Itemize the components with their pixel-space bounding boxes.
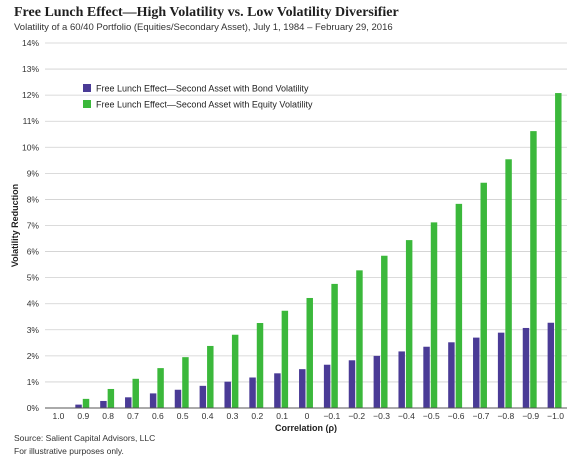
bar-equity [505, 159, 512, 408]
x-tick-label: 0.3 [227, 411, 239, 421]
bar-bond [522, 327, 530, 408]
x-tick-label: 0.9 [77, 411, 89, 421]
x-tick-label: −0.1 [323, 411, 340, 421]
chart-subtitle: Volatility of a 60/40 Portfolio (Equitie… [14, 22, 393, 33]
x-tick-label: 0.2 [251, 411, 263, 421]
bar-equity [430, 222, 438, 408]
disclaimer-note: For illustrative purposes only. [14, 446, 124, 456]
bar-equity [405, 240, 413, 408]
bar-bond [224, 381, 231, 408]
x-axis-title: Correlation (ρ) [275, 423, 337, 433]
bar-equity [530, 131, 537, 408]
axes: 0% 1% 2% 3% 4% 5% 6% 7% 8% 9% 10% 11% 12% 13% 14% 1.0 0.… [22, 38, 567, 421]
x-tick-label: 0 [305, 411, 310, 421]
y-tick-label: 0% [27, 403, 40, 413]
x-tick-label: 0.4 [202, 411, 214, 421]
y-tick-label: 14% [22, 38, 39, 48]
y-tick-label: 8% [27, 194, 40, 204]
legend: Free Lunch Effect—Second Asset with Bond… [83, 84, 313, 110]
legend-label-bond: Free Lunch Effect—Second Asset with Bond… [96, 84, 309, 94]
bar-bond [249, 377, 256, 408]
x-tick-label: −0.7 [473, 411, 490, 421]
bar-equity [480, 182, 487, 408]
bar-equity [182, 357, 189, 408]
x-tick-label: 1.0 [53, 411, 65, 421]
legend-swatch-bond [83, 84, 91, 92]
x-tick-label: −1.0 [547, 411, 564, 421]
y-tick-label: 12% [22, 90, 39, 100]
bar-bond [398, 351, 405, 408]
y-tick-label: 10% [22, 142, 39, 152]
bar-bond [423, 346, 430, 408]
y-axis-title: Volatility Reduction [10, 184, 20, 267]
bar-bond [497, 332, 505, 408]
bar-equity [306, 297, 313, 408]
x-tick-label: −0.8 [497, 411, 514, 421]
bar-bond [473, 337, 480, 408]
bar-bond [174, 389, 182, 408]
y-tick-label: 6% [27, 247, 40, 257]
bar-equity [381, 255, 388, 408]
y-tick-label: 1% [27, 377, 40, 387]
x-tick-label: −0.6 [448, 411, 465, 421]
bar-equity [157, 368, 164, 408]
bar-bond [125, 397, 132, 408]
x-tick-label: 0.6 [152, 411, 164, 421]
x-tick-label: −0.4 [398, 411, 415, 421]
x-tick-label: −0.2 [348, 411, 365, 421]
x-tick-label: −0.3 [373, 411, 390, 421]
bar-bond [299, 369, 306, 408]
bar-equity [455, 203, 463, 408]
y-tick-label: 4% [27, 299, 40, 309]
bar-bond [75, 404, 82, 408]
bar-equity [256, 323, 264, 408]
y-tick-label: 3% [27, 325, 40, 335]
y-tick-label: 13% [22, 64, 39, 74]
x-tick-label: 0.7 [127, 411, 139, 421]
bars [75, 93, 562, 409]
chart-title: Free Lunch Effect—High Volatility vs. Lo… [14, 5, 399, 20]
bar-bond [348, 360, 356, 408]
bar-bond [323, 364, 331, 408]
bar-equity [231, 334, 239, 408]
legend-swatch-equity [83, 100, 91, 108]
bar-equity [207, 345, 214, 408]
legend-label-equity: Free Lunch Effect—Second Asset with Equi… [96, 100, 313, 110]
bar-equity [281, 310, 289, 408]
bar-equity [331, 283, 338, 408]
bar-equity [82, 398, 90, 408]
x-tick-label: 0.8 [102, 411, 114, 421]
bar-bond [448, 342, 455, 408]
x-tick-label: 0.1 [276, 411, 288, 421]
bar-bond [199, 385, 207, 408]
bar-bond [547, 322, 555, 408]
bar-equity [555, 93, 562, 409]
bar-bond [274, 373, 281, 408]
y-tick-label: 2% [27, 351, 40, 361]
bar-bond [100, 400, 107, 408]
y-tick-label: 7% [27, 221, 40, 231]
source-note: Source: Salient Capital Advisors, LLC [14, 433, 156, 443]
bar-bond [149, 393, 157, 408]
x-tick-label: 0.5 [177, 411, 189, 421]
x-tick-label: −0.5 [423, 411, 440, 421]
bar-bond [373, 355, 381, 408]
y-tick-label: 5% [27, 273, 40, 283]
bar-equity [132, 378, 139, 408]
bar-equity [107, 388, 115, 408]
bar-equity [356, 270, 363, 408]
gridlines [45, 42, 567, 383]
y-tick-label: 9% [27, 168, 40, 178]
x-tick-label: −0.9 [522, 411, 539, 421]
y-tick-label: 11% [23, 116, 40, 126]
